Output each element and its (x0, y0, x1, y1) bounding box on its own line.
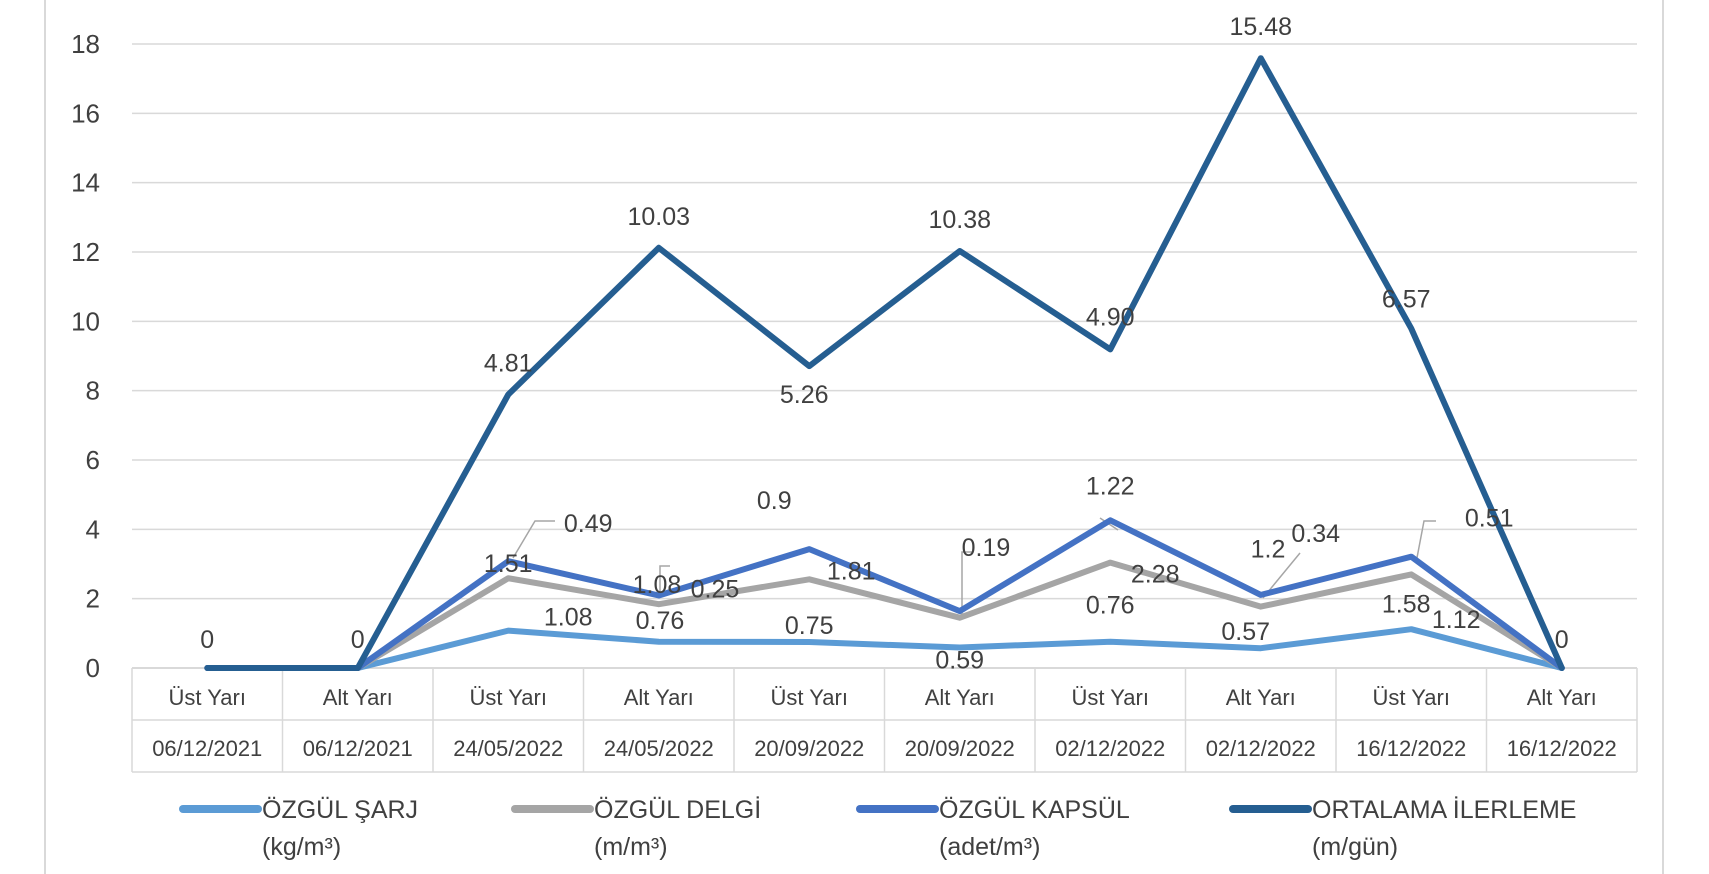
data-label: 0.49 (564, 510, 613, 538)
series-line-1 (204, 559, 1565, 671)
x-axis: Üst Yarı 06/12/2021 Alt Yarı 06/12/2021 Üst … (131, 667, 1638, 773)
data-label: 0.34 (1291, 520, 1340, 548)
x-tick-label-date: 02/12/2022 (1055, 736, 1165, 761)
x-tick-label-date: 16/12/2022 (1507, 736, 1617, 761)
data-label: 6.57 (1382, 286, 1431, 314)
y-tick-label: 10 (71, 306, 100, 336)
data-label: 0.76 (636, 607, 685, 635)
y-tick-label: 2 (86, 584, 100, 614)
x-tick-label-part: Üst Yarı (1072, 685, 1149, 710)
x-tick-label-part: Üst Yarı (1373, 685, 1450, 710)
y-tick-label: 6 (86, 445, 100, 475)
data-label: 1.08 (633, 571, 682, 599)
y-tick-label: 14 (71, 168, 100, 198)
data-label: 10.38 (928, 206, 991, 234)
gridlines (132, 43, 1637, 600)
legend-unit: (m/gün) (1312, 833, 1398, 861)
legend-label: ÖZGÜL ŞARJ (262, 796, 418, 824)
data-label: 1.22 (1086, 472, 1135, 500)
data-label: 0.19 (962, 534, 1011, 562)
data-label: 0.57 (1221, 618, 1270, 646)
x-tick-label-date: 06/12/2021 (152, 736, 262, 761)
data-label: 4.90 (1086, 303, 1135, 331)
y-tick-label: 8 (86, 376, 100, 406)
x-tick-label-part: Üst Yarı (771, 685, 848, 710)
x-tick-label-date: 24/05/2022 (604, 736, 714, 761)
data-label: 1.08 (544, 604, 593, 632)
y-tick-label: 16 (71, 98, 100, 128)
data-label: 10.03 (627, 203, 690, 231)
x-tick-label-date: 16/12/2022 (1356, 736, 1466, 761)
data-label: 0.59 (935, 647, 984, 675)
data-label: 1.12 (1432, 606, 1481, 634)
data-label: 0.51 (1465, 505, 1514, 533)
data-label: 1.2 (1251, 536, 1286, 564)
data-label: 1.58 (1382, 590, 1431, 618)
data-label: 1.81 (827, 557, 876, 585)
legend-unit: (adet/m³) (939, 833, 1040, 861)
legend-label: ORTALAMA İLERLEME (1312, 795, 1576, 824)
data-label: 1.51 (484, 550, 533, 578)
x-tick-label-part: Üst Yarı (470, 685, 547, 710)
data-label: 0.75 (785, 612, 834, 640)
data-label: 0 (200, 626, 214, 654)
label-leader-lines (512, 517, 1436, 618)
legend-label: ÖZGÜL DELGİ (594, 795, 761, 824)
y-tick-label: 4 (86, 514, 100, 544)
x-tick-label-part: Alt Yarı (925, 685, 995, 710)
data-label: 5.26 (780, 381, 829, 409)
x-tick-label-date: 24/05/2022 (453, 736, 563, 761)
x-tick-label-part: Alt Yarı (1226, 685, 1296, 710)
y-tick-label: 18 (71, 29, 100, 59)
y-axis: 0 2 4 6 8 10 12 14 16 18 (71, 29, 100, 683)
data-label: 0 (1555, 626, 1569, 654)
label-leader-line (659, 565, 670, 597)
legend: ÖZGÜL ŞARJ (kg/m³) ÖZGÜL DELGİ (m/m³) ÖZGÜL … (179, 795, 1576, 861)
x-tick-label-part: Alt Yarı (624, 685, 694, 710)
data-label: 0.9 (757, 487, 792, 515)
x-tick-label-date: 20/09/2022 (905, 736, 1015, 761)
label-leader-line (512, 520, 555, 559)
x-tick-label-date: 06/12/2021 (303, 736, 413, 761)
series-line-0 (204, 626, 1565, 671)
data-label: 4.81 (484, 349, 533, 377)
data-label: 15.48 (1229, 13, 1292, 41)
x-tick-label-part: Alt Yarı (1527, 685, 1597, 710)
y-tick-label: 0 (86, 653, 100, 683)
series-lines (204, 55, 1565, 671)
chart-frame (44, 0, 1664, 874)
data-label: 0 (351, 626, 365, 654)
legend-unit: (kg/m³) (262, 833, 341, 861)
x-tick-label-date: 20/09/2022 (754, 736, 864, 761)
legend-label: ÖZGÜL KAPSÜL (939, 796, 1130, 824)
label-leader-line (1415, 520, 1436, 564)
x-tick-label-part: Üst Yarı (169, 685, 246, 710)
x-tick-label-part: Alt Yarı (323, 685, 393, 710)
data-labels: 1.08 0.75 0.59 0.76 0.57 1.12 1.51 0.76 1.81 2.28… (200, 13, 1568, 674)
data-label: 0.25 (691, 576, 740, 604)
legend-unit: (m/m³) (594, 833, 668, 861)
series-line-2 (204, 517, 1565, 671)
data-label: 0.76 (1086, 592, 1135, 620)
x-tick-label-date: 02/12/2022 (1206, 736, 1316, 761)
data-label: 2.28 (1131, 561, 1180, 589)
label-leader-line (961, 551, 972, 618)
series-line-3 (204, 55, 1565, 671)
y-tick-label: 12 (71, 237, 100, 267)
